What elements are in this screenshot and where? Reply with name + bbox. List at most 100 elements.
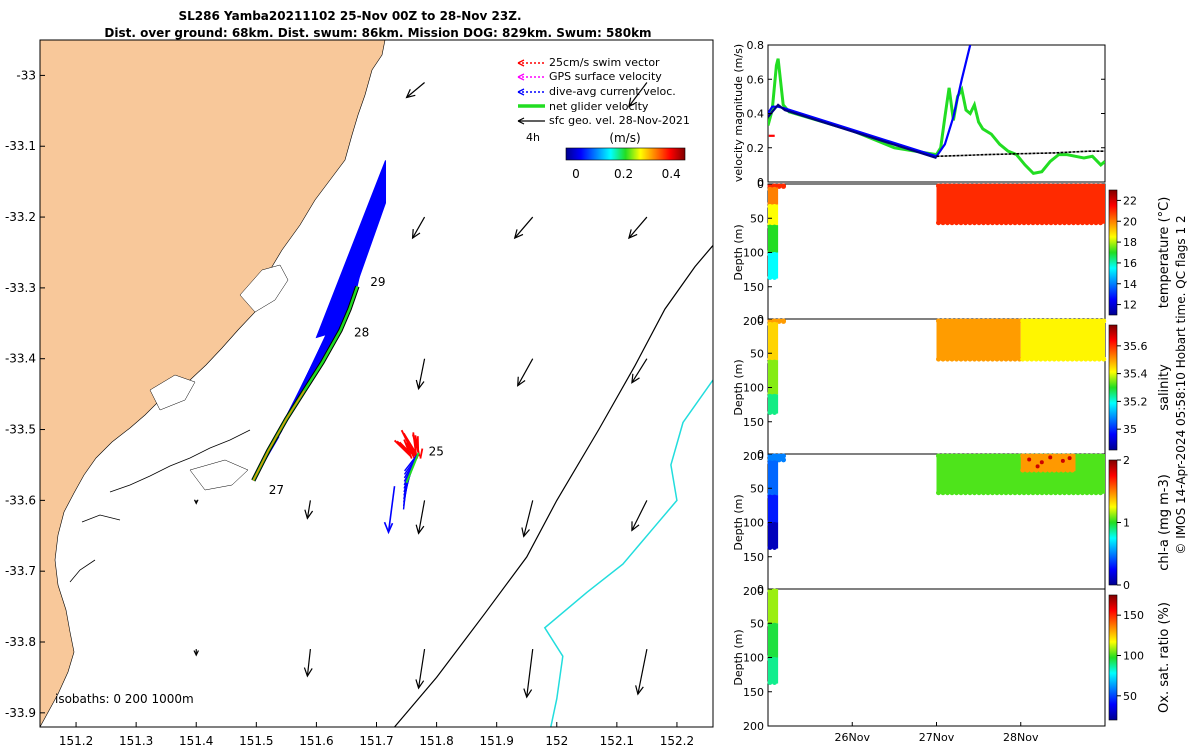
section-panel-chla: 0 50 100 150 200 Depth (m) 0 1 2 chl-a (mg m-3) xyxy=(732,448,1172,598)
map-colorbar-tick-label: 0.2 xyxy=(614,167,633,181)
velocity-lines xyxy=(768,45,1105,176)
geo-velocity-arrows xyxy=(193,82,648,699)
map-y-tick-label: -33.3 xyxy=(5,281,36,295)
section-y-tick-label: 0 xyxy=(757,178,764,191)
section-data-block xyxy=(767,224,779,254)
geo-arrow xyxy=(415,358,426,391)
svg-text:dive-avg current veloc.: dive-avg current veloc. xyxy=(549,85,676,98)
section-y-tick-label: 50 xyxy=(750,617,764,630)
section-data-block xyxy=(767,359,779,396)
velocity-y-tick-label: 0.4 xyxy=(747,108,765,121)
map-panel: 151.2 151.3 151.4 151.5 151.6 151.7 151.8 151.9… xyxy=(5,39,714,748)
section-y-tick-label: 0 xyxy=(757,583,764,596)
section-ylabel: Depth (m) xyxy=(732,629,745,685)
geo-arrow xyxy=(513,216,534,240)
chla-hotspot xyxy=(1067,456,1072,461)
section-x-tick-label: 26Nov xyxy=(835,731,871,744)
section-y-tick-label: 50 xyxy=(750,347,764,360)
section-colorbar-tick-label: 35 xyxy=(1123,423,1137,436)
legend-item-net: net glider velocity xyxy=(518,100,649,113)
geo-arrow xyxy=(628,82,648,108)
section-data-block xyxy=(767,622,779,659)
section-data-block xyxy=(767,393,779,416)
chla-hotspot xyxy=(1027,457,1032,462)
section-colorbar-tick-label: 22 xyxy=(1123,194,1137,207)
map-y-tick-label: -33.5 xyxy=(5,423,36,437)
velocity-y-tick-label: 0.6 xyxy=(747,73,765,86)
section-colorbar-label: chl-a (mg m-3) xyxy=(1157,474,1172,571)
geo-arrow xyxy=(304,500,314,520)
section-y-tick-label: 200 xyxy=(743,585,764,598)
velocity-panel: 0 0.2 0.4 0.6 0.8 velocity magnitude (m/s) xyxy=(732,39,1106,189)
velocity-y-tick-label: 0.2 xyxy=(747,142,765,155)
map-y-ticks: -33 -33.1 -33.2 -33.3 -33.4 -33.5 -33.6 -33.7 -3… xyxy=(5,68,45,720)
map-x-tick-label: 151.9 xyxy=(479,734,513,748)
section-y-tick-label: 100 xyxy=(743,382,764,395)
figure-title-line1: SL286 Yamba20211102 25-Nov 00Z to 28-Nov… xyxy=(179,9,522,23)
section-y-tick-label: 200 xyxy=(743,450,764,463)
section-y-tick-label: 50 xyxy=(750,482,764,495)
chla-hotspot xyxy=(1039,460,1044,465)
section-data-block xyxy=(936,453,1105,496)
section-data-block xyxy=(936,183,1105,226)
map-y-tick-label: -33.2 xyxy=(5,210,36,224)
chla-hotspot xyxy=(1048,455,1053,460)
geo-arrow xyxy=(193,649,199,657)
legend-item-swim: 25cm/s swim vector xyxy=(517,56,660,69)
map-x-tick-label: 152.2 xyxy=(660,734,694,748)
geo-arrow xyxy=(523,649,534,699)
section-colorbar-tick-label: 100 xyxy=(1123,649,1144,662)
section-colorbar-tick-label: 1 xyxy=(1123,517,1130,530)
isobath-label: isobaths: 0 200 1000m xyxy=(55,692,194,706)
section-colorbar-tick-label: 12 xyxy=(1123,299,1137,312)
geo-arrow xyxy=(411,216,426,240)
day-label: 28 xyxy=(354,325,369,339)
section-colorbar-tick-label: 2 xyxy=(1123,454,1130,467)
estuary-upper xyxy=(239,264,289,313)
legend-item-gps: GPS surface velocity xyxy=(517,70,662,83)
day-label: 29 xyxy=(370,275,385,289)
section-data-block xyxy=(1020,453,1076,473)
geo-arrow xyxy=(628,216,648,240)
section-panel-oxygen: 0 50 100 150 200 Depth (m) 50 100 150 Ox. sat. ra… xyxy=(732,583,1172,744)
chla-hotspot xyxy=(1035,464,1040,469)
section-colorbar-label: Ox. sat. ratio (%) xyxy=(1157,602,1172,713)
section-y-tick-label: 100 xyxy=(743,652,764,665)
geo-arrow xyxy=(193,499,199,505)
map-x-tick-label: 151.4 xyxy=(179,734,213,748)
geo-arrow xyxy=(517,358,534,387)
swim-vector-track-upper xyxy=(252,390,305,481)
section-data-block xyxy=(1020,318,1107,362)
map-colorbar-tick-label: 0.4 xyxy=(662,167,681,181)
section-colorbar xyxy=(1108,459,1118,586)
legend-item-geo: sfc geo. vel. 28-Nov-2021 xyxy=(517,114,690,127)
section-colorbar-tick-label: 20 xyxy=(1123,215,1137,228)
estuary-river xyxy=(69,429,251,583)
section-frame xyxy=(767,588,1106,727)
map-x-tick-label: 151.2 xyxy=(59,734,93,748)
glider-tracks xyxy=(251,160,424,535)
svg-text:25cm/s swim vector: 25cm/s swim vector xyxy=(549,56,660,69)
section-y-tick-label: 200 xyxy=(743,720,764,733)
geo-arrow xyxy=(303,649,313,678)
map-x-tick-label: 152.1 xyxy=(600,734,634,748)
map-x-tick-label: 151.5 xyxy=(239,734,273,748)
map-colorbar xyxy=(565,147,686,161)
section-colorbar-tick-label: 35.4 xyxy=(1123,368,1148,381)
map-colorbar-tick-label: 0 xyxy=(572,167,580,181)
map-y-tick-label: -33.8 xyxy=(5,635,36,649)
section-data-block xyxy=(767,494,779,524)
section-colorbar-tick-label: 16 xyxy=(1123,257,1137,270)
section-y-tick-label: 100 xyxy=(743,247,764,260)
geo-arrow xyxy=(521,500,534,538)
section-y-tick-label: 0 xyxy=(757,313,764,326)
section-panel-temperature: 0 50 100 150 200 Depth (m) 12 14 16 18 20 22 tempera… xyxy=(732,178,1172,328)
map-x-tick-label: 151.8 xyxy=(419,734,453,748)
section-data-block xyxy=(767,186,779,207)
day-label: 25 xyxy=(429,444,444,458)
section-colorbar-label: temperature (°C) xyxy=(1157,197,1172,309)
isobath-200-line xyxy=(394,245,713,727)
map-x-tick-label: 152 xyxy=(545,734,568,748)
estuary-lower xyxy=(189,459,249,491)
